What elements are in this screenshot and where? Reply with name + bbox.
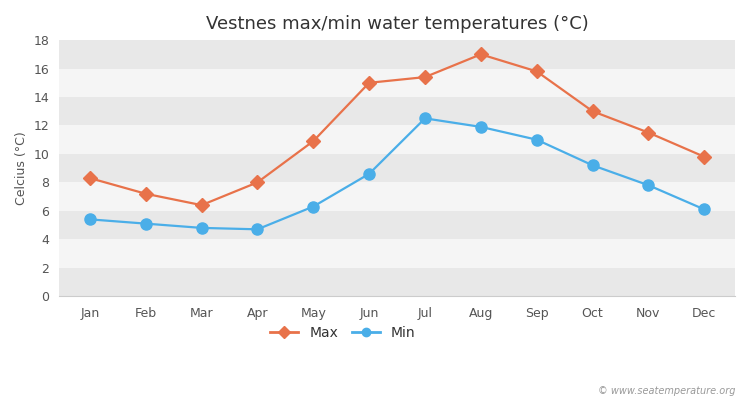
Text: © www.seatemperature.org: © www.seatemperature.org <box>598 386 735 396</box>
Bar <box>59 68 735 97</box>
Legend: Max, Min: Max, Min <box>265 320 422 346</box>
Bar <box>59 97 735 126</box>
Bar <box>59 126 735 154</box>
Bar <box>59 211 735 239</box>
Bar <box>59 182 735 211</box>
Title: Vestnes max/min water temperatures (°C): Vestnes max/min water temperatures (°C) <box>206 15 589 33</box>
Bar <box>59 154 735 182</box>
Y-axis label: Celcius (°C): Celcius (°C) <box>15 131 28 205</box>
Bar <box>59 239 735 268</box>
Bar <box>59 40 735 68</box>
Bar <box>59 268 735 296</box>
